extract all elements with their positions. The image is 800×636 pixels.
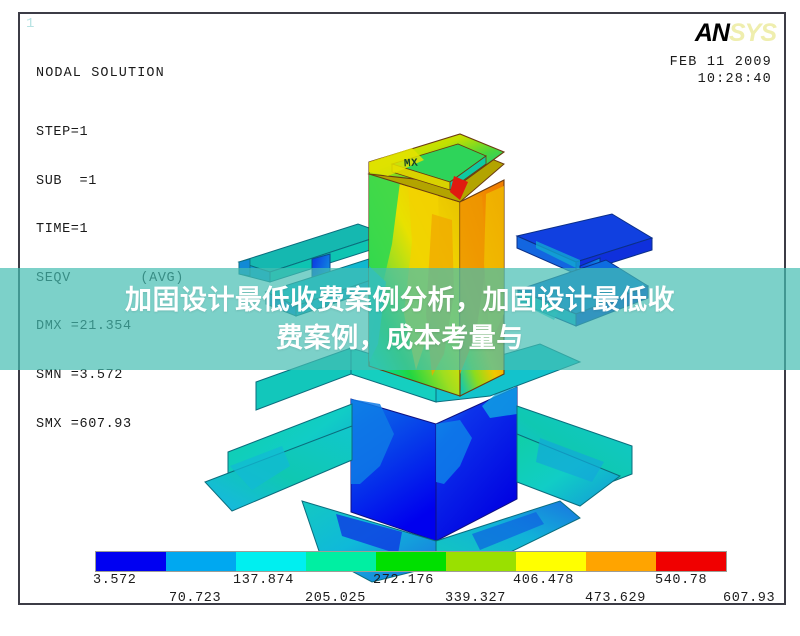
- max-stress-marker: [450, 176, 468, 200]
- legend-tick-9: 607.93: [723, 591, 776, 605]
- mx-annotation-label: MX: [403, 157, 419, 171]
- legend-tick-2: 137.874: [233, 573, 294, 588]
- legend-tick-3: 205.025: [305, 591, 366, 605]
- date-label: FEB 11 2009: [669, 55, 772, 70]
- time-label: 10:28:40: [697, 72, 772, 87]
- overlay-caption-text: 加固设计最低收费案例分析，加固设计最低收 费案例，成本考量与: [40, 281, 760, 357]
- legend-color-bar: [95, 551, 727, 572]
- info-line-smx: SMX =607.93: [36, 416, 132, 432]
- ansys-logo: ANSYS: [694, 19, 777, 47]
- legend-tick-1: 70.723: [169, 591, 222, 605]
- legend-swatch-6: [446, 552, 516, 571]
- info-line-step: STEP=1: [36, 125, 89, 141]
- legend-swatch-4: [306, 552, 376, 571]
- legend-tick-8: 540.78: [655, 573, 708, 588]
- info-line-sub: SUB =1: [36, 173, 97, 189]
- window-index-label: 1: [26, 16, 35, 32]
- legend-tick-0: 3.572: [93, 573, 137, 588]
- legend-tick-6: 406.478: [513, 573, 574, 588]
- legend-swatch-9: [656, 552, 726, 571]
- legend-swatch-1: [96, 552, 166, 571]
- legend-swatch-8: [586, 552, 656, 571]
- overlay-caption-line-1: 加固设计最低收费案例分析，加固设计最低收: [125, 285, 675, 315]
- legend-tick-5: 339.327: [445, 591, 506, 605]
- info-line-time: TIME=1: [36, 222, 89, 238]
- ansys-logo-dark: AN: [694, 19, 730, 47]
- legend-tick-labels: 3.572 70.723 137.874 205.025 272.176 339…: [93, 572, 775, 605]
- date-time-stamp: FEB 11 2009 10:28:40: [670, 54, 772, 88]
- color-legend: 3.572 70.723 137.874 205.025 272.176 339…: [93, 551, 775, 605]
- legend-tick-7: 473.629: [585, 591, 646, 605]
- legend-swatch-3: [236, 552, 306, 571]
- lower-column: [350, 386, 518, 542]
- solution-title: NODAL SOLUTION: [36, 66, 165, 82]
- lower-left-plate: [204, 403, 353, 512]
- overlay-caption-banner[interactable]: 加固设计最低收费案例分析，加固设计最低收 费案例，成本考量与: [0, 268, 800, 370]
- legend-swatch-7: [516, 552, 586, 571]
- legend-tick-4: 272.176: [373, 573, 434, 588]
- legend-swatch-2: [166, 552, 236, 571]
- legend-swatch-5: [376, 552, 446, 571]
- ansys-logo-light: SYS: [728, 19, 777, 47]
- info-line-smn: SMN =3.572: [36, 368, 124, 384]
- lower-right-plate: [516, 405, 633, 507]
- overlay-caption-line-2: 费案例，成本考量与: [276, 323, 524, 353]
